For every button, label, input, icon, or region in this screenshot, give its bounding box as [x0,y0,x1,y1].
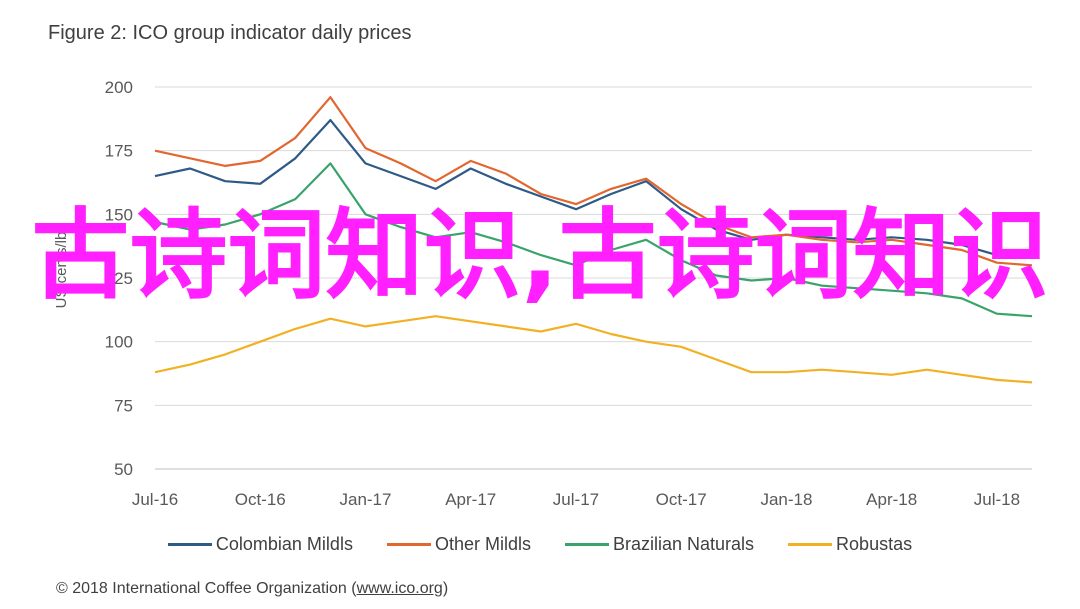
legend-item-2: Brazilian Naturals [564,534,755,555]
x-tick-label: Apr-17 [445,490,496,509]
legend-item-0: Colombian Mildls [167,534,353,555]
y-tick-label: 150 [105,205,133,224]
x-axis-ticks: Jul-16 Oct-16 Jan-17 Apr-17 Jul-17 Oct-17 Jan-… [132,490,1020,509]
legend-swatch [564,543,609,546]
legend-label: Other Mildls [434,534,531,554]
watermark-overlay-text: 古诗词知识,古诗词知识 [31,199,1049,313]
y-tick-label: 175 [105,142,133,161]
x-tick-label: Apr-18 [866,490,917,509]
x-tick-label: Jan-17 [339,490,391,509]
x-tick-label: Jan-18 [760,490,812,509]
y-axis-ticks: 50 75 100 125 150 175 200 [105,78,133,479]
y-tick-label: 100 [105,333,133,352]
series-line-1 [154,96,1033,267]
legend-label: Brazilian Naturals [612,534,755,554]
legend: Colombian Mildls Other Mildls Brazilian Na… [0,534,1080,555]
y-tick-label: 200 [105,78,133,97]
y-axis-label: US cents/lb [53,232,70,309]
y-tick-label: 50 [114,460,133,479]
series-line-0 [154,119,1033,259]
grid-lines [155,86,1032,470]
series-lines [154,96,1033,384]
y-tick-label: 75 [114,396,133,415]
footer-link[interactable]: www.ico.org [356,580,443,597]
legend-swatch [788,543,833,546]
copyright-footer: © 2018 International Coffee Organization… [56,580,448,598]
x-tick-label: Oct-16 [235,490,286,509]
x-tick-label: Jul-17 [553,490,599,509]
footer-text: © 2018 International Coffee Organization… [56,580,357,597]
legend-label: Robustas [836,534,913,554]
series-line-3 [154,315,1033,384]
legend-item-1: Other Mildls [386,534,531,555]
y-tick-label: 125 [105,269,133,288]
footer-close: ) [442,580,449,597]
x-tick-label: Oct-17 [656,490,707,509]
chart-title: Figure 2: ICO group indicator daily pric… [48,22,412,44]
legend-item-3: Robustas [788,534,912,555]
legend-swatch [167,543,212,546]
x-tick-label: Jul-16 [132,490,178,509]
series-line-2 [154,162,1033,318]
legend-swatch [386,543,431,546]
line-chart: 50 75 100 125 150 175 200 Jul-16 Oct-16 Jan-17 Ap… [53,78,1033,509]
x-tick-label: Jul-18 [974,490,1020,509]
legend-label: Colombian Mildls [215,534,353,554]
